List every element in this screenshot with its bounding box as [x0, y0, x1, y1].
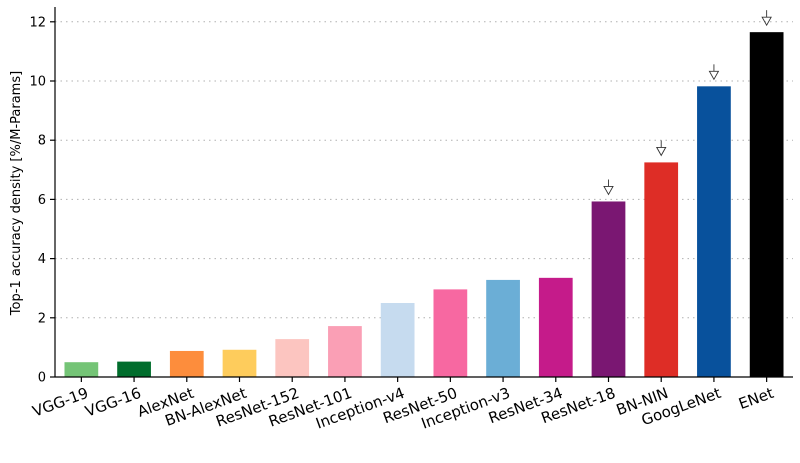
bar — [433, 289, 468, 377]
y-tick-label: 8 — [38, 134, 46, 149]
bar — [64, 362, 99, 377]
arrow-marker-icon — [708, 64, 720, 81]
bar — [380, 303, 415, 377]
y-tick-label: 10 — [29, 75, 46, 90]
x-category-labels: VGG-19VGG-16AlexNetBN-AlexNetResNet-152R… — [30, 384, 776, 433]
bar — [591, 201, 626, 377]
bar — [538, 277, 573, 377]
bar — [644, 162, 679, 377]
x-tick-label: VGG-19 — [30, 384, 91, 421]
bar — [749, 32, 784, 377]
y-axis-title: Top-1 accuracy density [%/M-Params] — [9, 71, 24, 316]
x-tick-label: VGG-16 — [83, 384, 144, 421]
bar — [486, 279, 520, 377]
axes — [50, 7, 793, 382]
arrow-markers — [603, 10, 772, 196]
bars — [64, 32, 784, 377]
bar — [697, 86, 731, 377]
bar — [222, 349, 257, 377]
y-tick-labels: 0 2 4 6 8 10 12 — [29, 15, 46, 385]
y-tick-label: 6 — [38, 193, 46, 208]
y-tick-label: 12 — [29, 15, 46, 30]
x-tick-label: ENet — [736, 384, 776, 413]
y-tick-label: 2 — [38, 311, 46, 326]
bar — [169, 350, 204, 377]
arrow-marker-icon — [603, 179, 614, 196]
arrow-marker-icon — [761, 10, 772, 27]
bar — [275, 339, 310, 377]
bar — [117, 361, 151, 377]
bar — [328, 326, 362, 377]
y-tick-label: 0 — [38, 371, 46, 386]
grid-lines — [55, 21, 793, 319]
y-tick-label: 4 — [38, 252, 46, 267]
arrow-marker-icon — [655, 140, 667, 157]
